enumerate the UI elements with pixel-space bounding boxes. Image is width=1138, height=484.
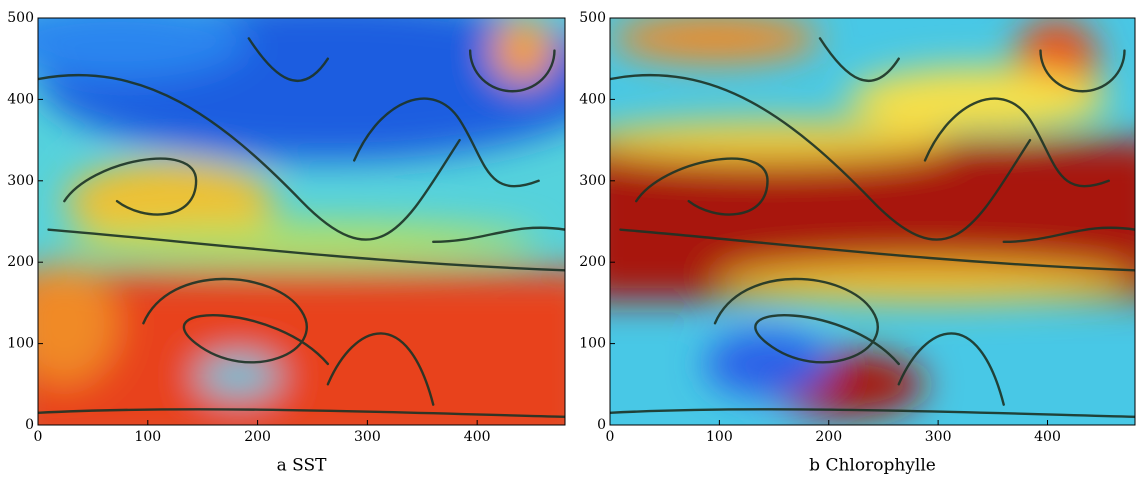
y-tick-label: 100 [579, 336, 606, 352]
y-tick-label: 500 [7, 10, 34, 26]
x-tick-label: 100 [706, 429, 733, 445]
x-tick-label: 0 [606, 429, 615, 445]
y-tick-label: 400 [7, 91, 34, 107]
x-tick-label: 300 [925, 429, 952, 445]
x-tick-label: 400 [464, 429, 491, 445]
caption: b Chlorophylle [809, 456, 936, 476]
y-tick-label: 0 [597, 417, 606, 433]
heatmap-image [610, 18, 1135, 425]
caption: a SST [277, 456, 328, 476]
plot-frame [609, 17, 1136, 426]
x-tick-label: 200 [815, 429, 842, 445]
plot-frame [37, 17, 566, 426]
x-tick-label: 200 [244, 429, 271, 445]
y-tick-label: 300 [579, 173, 606, 189]
y-tick-label: 300 [7, 173, 34, 189]
streamlines [38, 38, 565, 417]
y-tick-label: 500 [579, 10, 606, 26]
heatmap-image [38, 18, 565, 425]
streamlines [610, 38, 1135, 417]
x-tick-label: 300 [354, 429, 381, 445]
x-tick-label: 100 [134, 429, 161, 445]
x-tick-label: 400 [1034, 429, 1061, 445]
y-tick-label: 200 [7, 254, 34, 270]
y-tick-label: 100 [7, 336, 34, 352]
y-tick-label: 400 [579, 91, 606, 107]
heatmap-panel: 0 100 200 300 400 0 100 200 300 400 500 b Chlorophy… [579, 10, 1136, 476]
heatmap-panel: 0 100 200 300 400 0 100 200 300 400 500 a SST [7, 10, 566, 476]
x-tick-label: 0 [34, 429, 43, 445]
y-tick-label: 0 [25, 417, 34, 433]
y-tick-label: 200 [579, 254, 606, 270]
